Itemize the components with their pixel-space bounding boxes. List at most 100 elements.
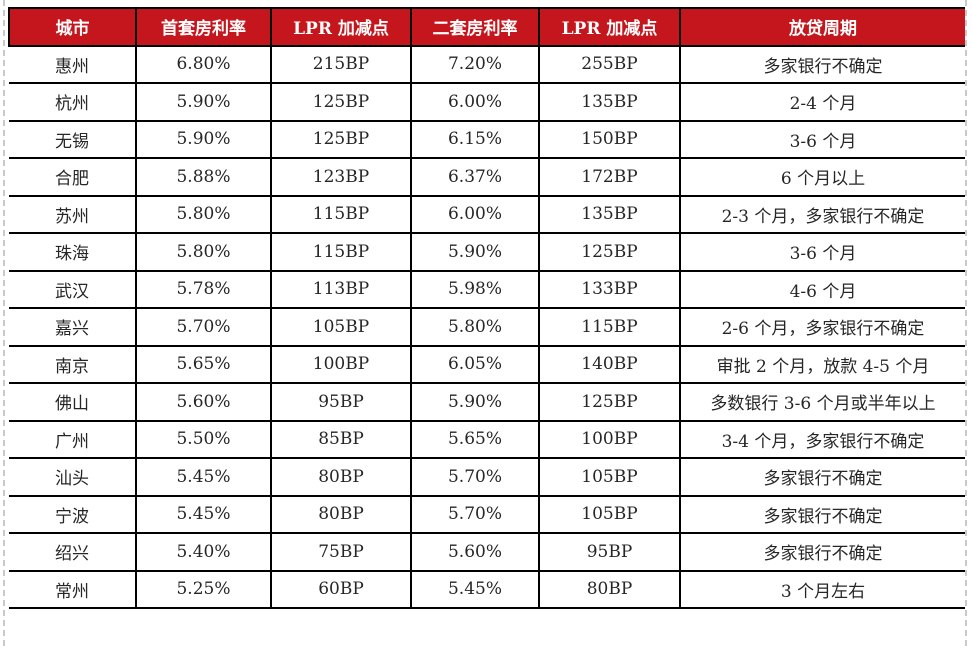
- cell-lpr-points-second: 80BP: [538, 569, 681, 609]
- cell-lpr-points-second: 150BP: [538, 119, 681, 159]
- cell-second-home-rate: 5.70%: [410, 457, 540, 497]
- cell-city: 惠州: [9, 44, 137, 84]
- cell-lpr-points-second: 133BP: [538, 269, 681, 309]
- table-row: 汕头 5.45% 80BP 5.70% 105BP 多家银行不确定: [9, 457, 965, 497]
- table-row: 杭州 5.90% 125BP 6.00% 135BP 2-4 个月: [9, 82, 965, 122]
- table-row: 宁波 5.45% 80BP 5.70% 105BP 多家银行不确定: [9, 494, 965, 534]
- cell-lpr-points-second: 172BP: [538, 157, 681, 197]
- cell-city: 无锡: [9, 119, 137, 159]
- cell-first-home-rate: 5.45%: [135, 457, 272, 497]
- cell-lpr-points-first: 113BP: [270, 269, 412, 309]
- cell-second-home-rate: 5.98%: [410, 269, 540, 309]
- cell-city: 苏州: [9, 194, 137, 234]
- cell-city: 嘉兴: [9, 307, 137, 347]
- cell-city: 武汉: [9, 269, 137, 309]
- table-row: 广州 5.50% 85BP 5.65% 100BP 3-4 个月，多家银行不确定: [9, 419, 965, 459]
- cell-lpr-points-second: 105BP: [538, 457, 681, 497]
- cell-first-home-rate: 5.70%: [135, 307, 272, 347]
- cell-lpr-points-first: 125BP: [270, 82, 412, 122]
- cell-first-home-rate: 5.40%: [135, 532, 272, 572]
- column-header-city: 城市: [8, 7, 137, 47]
- cell-lpr-points-second: 125BP: [538, 232, 681, 272]
- table-row: 苏州 5.80% 115BP 6.00% 135BP 2-3 个月，多家银行不确定: [9, 194, 965, 234]
- cell-first-home-rate: 5.80%: [135, 194, 272, 234]
- cell-first-home-rate: 5.78%: [135, 269, 272, 309]
- cell-second-home-rate: 5.60%: [410, 532, 540, 572]
- mortgage-rates-table: 城市 首套房利率 LPR 加减点 二套房利率 LPR 加减点 放贷周期 惠州 6.…: [8, 7, 965, 609]
- column-header-lpr-points-second: LPR 加减点: [538, 7, 681, 47]
- cell-city: 汕头: [9, 457, 137, 497]
- cell-first-home-rate: 5.65%: [135, 344, 272, 384]
- table-row: 常州 5.25% 60BP 5.45% 80BP 3 个月左右: [9, 569, 965, 609]
- cell-first-home-rate: 5.60%: [135, 382, 272, 422]
- cell-lending-cycle: 多家银行不确定: [679, 532, 965, 572]
- cell-city: 常州: [9, 569, 137, 609]
- cell-city: 广州: [9, 419, 137, 459]
- cell-lpr-points-first: 123BP: [270, 157, 412, 197]
- cell-lpr-points-second: 105BP: [538, 494, 681, 534]
- cell-lpr-points-second: 255BP: [538, 44, 681, 84]
- cell-second-home-rate: 5.80%: [410, 307, 540, 347]
- column-header-lpr-points-first: LPR 加减点: [270, 7, 412, 47]
- cell-lending-cycle: 2-3 个月，多家银行不确定: [679, 194, 965, 234]
- cell-lending-cycle: 6 个月以上: [679, 157, 965, 197]
- cell-lending-cycle: 3-4 个月，多家银行不确定: [679, 419, 965, 459]
- cell-first-home-rate: 6.80%: [135, 44, 272, 84]
- cell-second-home-rate: 6.15%: [410, 119, 540, 159]
- cell-lpr-points-first: 115BP: [270, 232, 412, 272]
- table-row: 佛山 5.60% 95BP 5.90% 125BP 多数银行 3-6 个月或半年以上: [9, 382, 965, 422]
- column-header-first-home-rate: 首套房利率: [135, 7, 272, 47]
- cell-second-home-rate: 6.05%: [410, 344, 540, 384]
- cell-first-home-rate: 5.25%: [135, 569, 272, 609]
- cell-second-home-rate: 6.00%: [410, 82, 540, 122]
- cell-first-home-rate: 5.80%: [135, 232, 272, 272]
- cell-lpr-points-first: 75BP: [270, 532, 412, 572]
- cell-second-home-rate: 5.90%: [410, 232, 540, 272]
- cell-first-home-rate: 5.90%: [135, 82, 272, 122]
- cell-second-home-rate: 5.45%: [410, 569, 540, 609]
- cell-lpr-points-second: 135BP: [538, 82, 681, 122]
- cell-lending-cycle: 3-6 个月: [679, 232, 965, 272]
- cell-city: 绍兴: [9, 532, 137, 572]
- cell-first-home-rate: 5.88%: [135, 157, 272, 197]
- cell-lpr-points-first: 100BP: [270, 344, 412, 384]
- table-row: 合肥 5.88% 123BP 6.37% 172BP 6 个月以上: [9, 157, 965, 197]
- cell-lending-cycle: 3 个月左右: [679, 569, 965, 609]
- table-row: 南京 5.65% 100BP 6.05% 140BP 审批 2 个月，放款 4-5 个月: [9, 344, 965, 384]
- cell-city: 南京: [9, 344, 137, 384]
- cell-lpr-points-first: 105BP: [270, 307, 412, 347]
- cell-lpr-points-first: 115BP: [270, 194, 412, 234]
- cell-lpr-points-first: 85BP: [270, 419, 412, 459]
- header-row: 城市 首套房利率 LPR 加减点 二套房利率 LPR 加减点 放贷周期: [8, 7, 965, 47]
- cell-second-home-rate: 6.37%: [410, 157, 540, 197]
- cell-city: 佛山: [9, 382, 137, 422]
- cell-lending-cycle: 4-6 个月: [679, 269, 965, 309]
- table-row: 嘉兴 5.70% 105BP 5.80% 115BP 2-6 个月，多家银行不确定: [9, 307, 965, 347]
- cell-city: 珠海: [9, 232, 137, 272]
- cell-city: 杭州: [9, 82, 137, 122]
- cell-lending-cycle: 2-6 个月，多家银行不确定: [679, 307, 965, 347]
- cell-lpr-points-second: 115BP: [538, 307, 681, 347]
- table-row: 武汉 5.78% 113BP 5.98% 133BP 4-6 个月: [9, 269, 965, 309]
- cell-first-home-rate: 5.45%: [135, 494, 272, 534]
- cell-lpr-points-first: 95BP: [270, 382, 412, 422]
- cell-lending-cycle: 多家银行不确定: [679, 457, 965, 497]
- cell-second-home-rate: 5.70%: [410, 494, 540, 534]
- cell-first-home-rate: 5.50%: [135, 419, 272, 459]
- column-header-lending-cycle: 放贷周期: [679, 7, 965, 47]
- cell-lpr-points-first: 80BP: [270, 457, 412, 497]
- cell-second-home-rate: 5.90%: [410, 382, 540, 422]
- cell-lending-cycle: 2-4 个月: [679, 82, 965, 122]
- cell-second-home-rate: 7.20%: [410, 44, 540, 84]
- cell-lending-cycle: 3-6 个月: [679, 119, 965, 159]
- cell-city: 宁波: [9, 494, 137, 534]
- table-header: 城市 首套房利率 LPR 加减点 二套房利率 LPR 加减点 放贷周期: [8, 7, 965, 47]
- column-header-second-home-rate: 二套房利率: [410, 7, 540, 47]
- table-row: 惠州 6.80% 215BP 7.20% 255BP 多家银行不确定: [9, 44, 965, 84]
- cell-lpr-points-first: 215BP: [270, 44, 412, 84]
- cell-lpr-points-second: 95BP: [538, 532, 681, 572]
- cell-first-home-rate: 5.90%: [135, 119, 272, 159]
- page-guide-left-line: [3, 0, 5, 646]
- cell-lpr-points-first: 125BP: [270, 119, 412, 159]
